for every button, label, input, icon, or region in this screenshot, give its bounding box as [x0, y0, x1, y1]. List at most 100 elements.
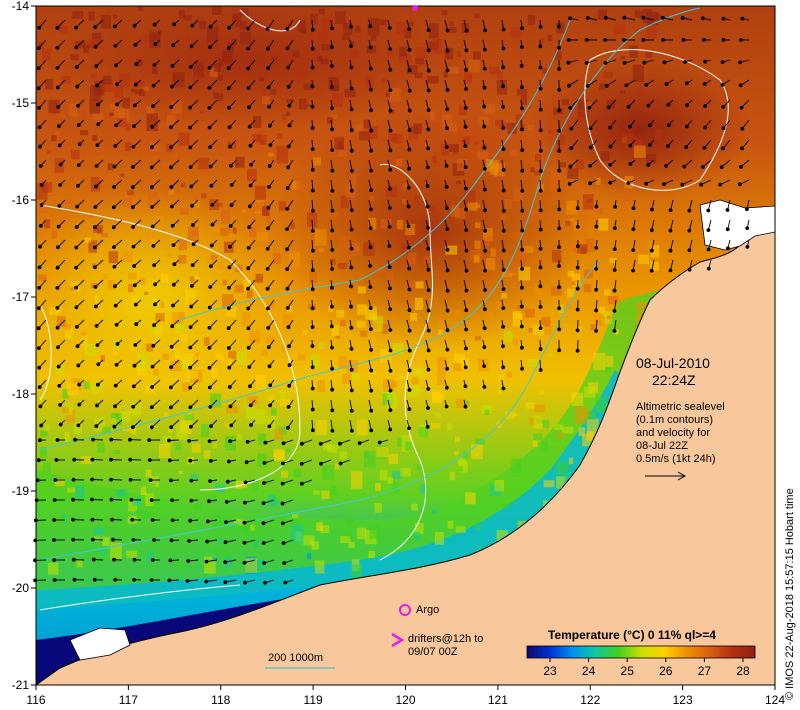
- velocity-arrowhead: [330, 267, 335, 271]
- velocity-arrowhead: [683, 60, 687, 64]
- sst-pixel: [103, 273, 108, 280]
- velocity-arrowhead: [641, 38, 646, 42]
- sst-pixel: [633, 145, 646, 158]
- sst-pixel: [73, 421, 82, 434]
- sst-pixel: [113, 351, 118, 356]
- velocity-arrowhead: [538, 368, 543, 372]
- sst-pixel: [102, 427, 111, 434]
- velocity-arrowhead: [311, 229, 315, 233]
- velocity-arrowhead: [188, 458, 193, 463]
- sst-pixel: [605, 366, 611, 373]
- velocity-arrowhead: [167, 458, 172, 463]
- lon-tick-label: 122: [580, 693, 600, 707]
- velocity-arrowhead: [147, 438, 152, 443]
- sst-pixel: [145, 469, 152, 477]
- velocity-arrowhead: [310, 386, 315, 391]
- velocity-arrowhead: [299, 461, 304, 466]
- velocity-arrowhead: [706, 228, 711, 233]
- velocity-arrowhead: [631, 248, 636, 253]
- velocity-arrowhead: [283, 580, 288, 585]
- sst-pixel: [456, 180, 462, 185]
- sst-pixel: [217, 538, 222, 543]
- sst-pixel: [224, 552, 231, 560]
- velocity-arrowhead: [464, 228, 469, 233]
- velocity-arrowhead: [557, 168, 562, 173]
- velocity-arrowhead: [227, 25, 232, 30]
- velocity-arrowhead: [538, 25, 543, 29]
- velocity-arrowhead: [96, 102, 100, 107]
- velocity-arrowhead: [149, 405, 154, 410]
- sst-pixel: [228, 350, 238, 360]
- velocity-arrowhead: [310, 126, 315, 130]
- velocity-arrowhead: [648, 143, 652, 147]
- velocity-arrowhead: [247, 105, 251, 110]
- sst-pixel: [161, 162, 168, 171]
- sst-pixel: [329, 485, 337, 497]
- sealevel-contour: [584, 49, 729, 191]
- sst-pixel: [598, 218, 609, 231]
- sst-pixel: [306, 104, 312, 107]
- sst-pixel: [207, 26, 219, 43]
- sst-pixel: [430, 205, 436, 212]
- sst-pixel: [157, 30, 162, 35]
- velocity-arrowhead: [721, 105, 726, 109]
- sst-pixel: [458, 104, 467, 116]
- velocity-arrowhead: [187, 439, 192, 443]
- sst-pixel: [550, 183, 559, 191]
- colorbar-title: Temperature (°C) 0 11% ql>=4: [548, 628, 716, 642]
- velocity-arrowhead: [681, 38, 686, 42]
- sst-pixel: [387, 272, 394, 281]
- velocity-arrowhead: [74, 285, 79, 290]
- sst-pixel: [388, 133, 398, 142]
- sst-pixel: [328, 305, 334, 313]
- sst-pixel: [310, 354, 320, 369]
- sst-pixel: [144, 383, 156, 394]
- sst-pixel: [152, 67, 158, 75]
- sst-pixel: [456, 50, 462, 57]
- velocity-arrowhead: [350, 428, 354, 433]
- sst-pixel: [590, 324, 596, 331]
- sst-pixel: [155, 313, 165, 322]
- sst-pixel: [307, 212, 318, 227]
- lon-tick-label: 124: [765, 693, 785, 707]
- velocity-arrowhead: [721, 146, 725, 151]
- sst-pixel: [228, 233, 235, 241]
- velocity-arrowhead: [557, 188, 562, 193]
- sst-pixel: [449, 21, 454, 26]
- sst-pixel: [576, 243, 588, 254]
- sst-pixel: [43, 462, 51, 474]
- sst-pixel: [374, 267, 385, 275]
- velocity-arrowhead: [38, 244, 42, 249]
- sst-pixel: [132, 497, 142, 506]
- sst-pixel: [555, 49, 561, 54]
- sst-pixel: [65, 431, 70, 436]
- velocity-arrowhead: [310, 46, 315, 51]
- velocity-arrowhead: [738, 83, 743, 88]
- sst-pixel: [395, 159, 403, 167]
- sst-pixel: [221, 537, 227, 544]
- sst-pixel: [374, 503, 382, 513]
- velocity-arrowhead: [286, 325, 291, 330]
- velocity-arrowhead: [483, 307, 487, 312]
- colorbar-tick-label: 26: [659, 664, 673, 678]
- velocity-arrowhead: [130, 185, 135, 190]
- sst-pixel: [84, 343, 97, 356]
- velocity-arrowhead: [36, 86, 41, 91]
- sealevel-contour: [39, 304, 52, 401]
- velocity-arrowhead: [249, 423, 253, 427]
- sst-pixel: [246, 406, 255, 419]
- velocity-arrowhead: [57, 124, 61, 129]
- sst-pixel: [597, 9, 608, 20]
- velocity-arrowhead: [266, 326, 271, 330]
- velocity-arrowhead: [445, 385, 449, 390]
- sst-pixel: [355, 25, 361, 33]
- sst-pixel: [291, 180, 300, 190]
- velocity-arrowhead: [113, 383, 118, 388]
- velocity-arrowhead: [134, 62, 139, 66]
- velocity-arrowhead: [368, 66, 373, 71]
- sst-pixel: [97, 442, 105, 453]
- velocity-arrowhead: [54, 458, 59, 462]
- sst-pixel: [268, 152, 274, 157]
- velocity-arrowhead: [188, 325, 193, 330]
- velocity-arrowhead: [208, 145, 213, 150]
